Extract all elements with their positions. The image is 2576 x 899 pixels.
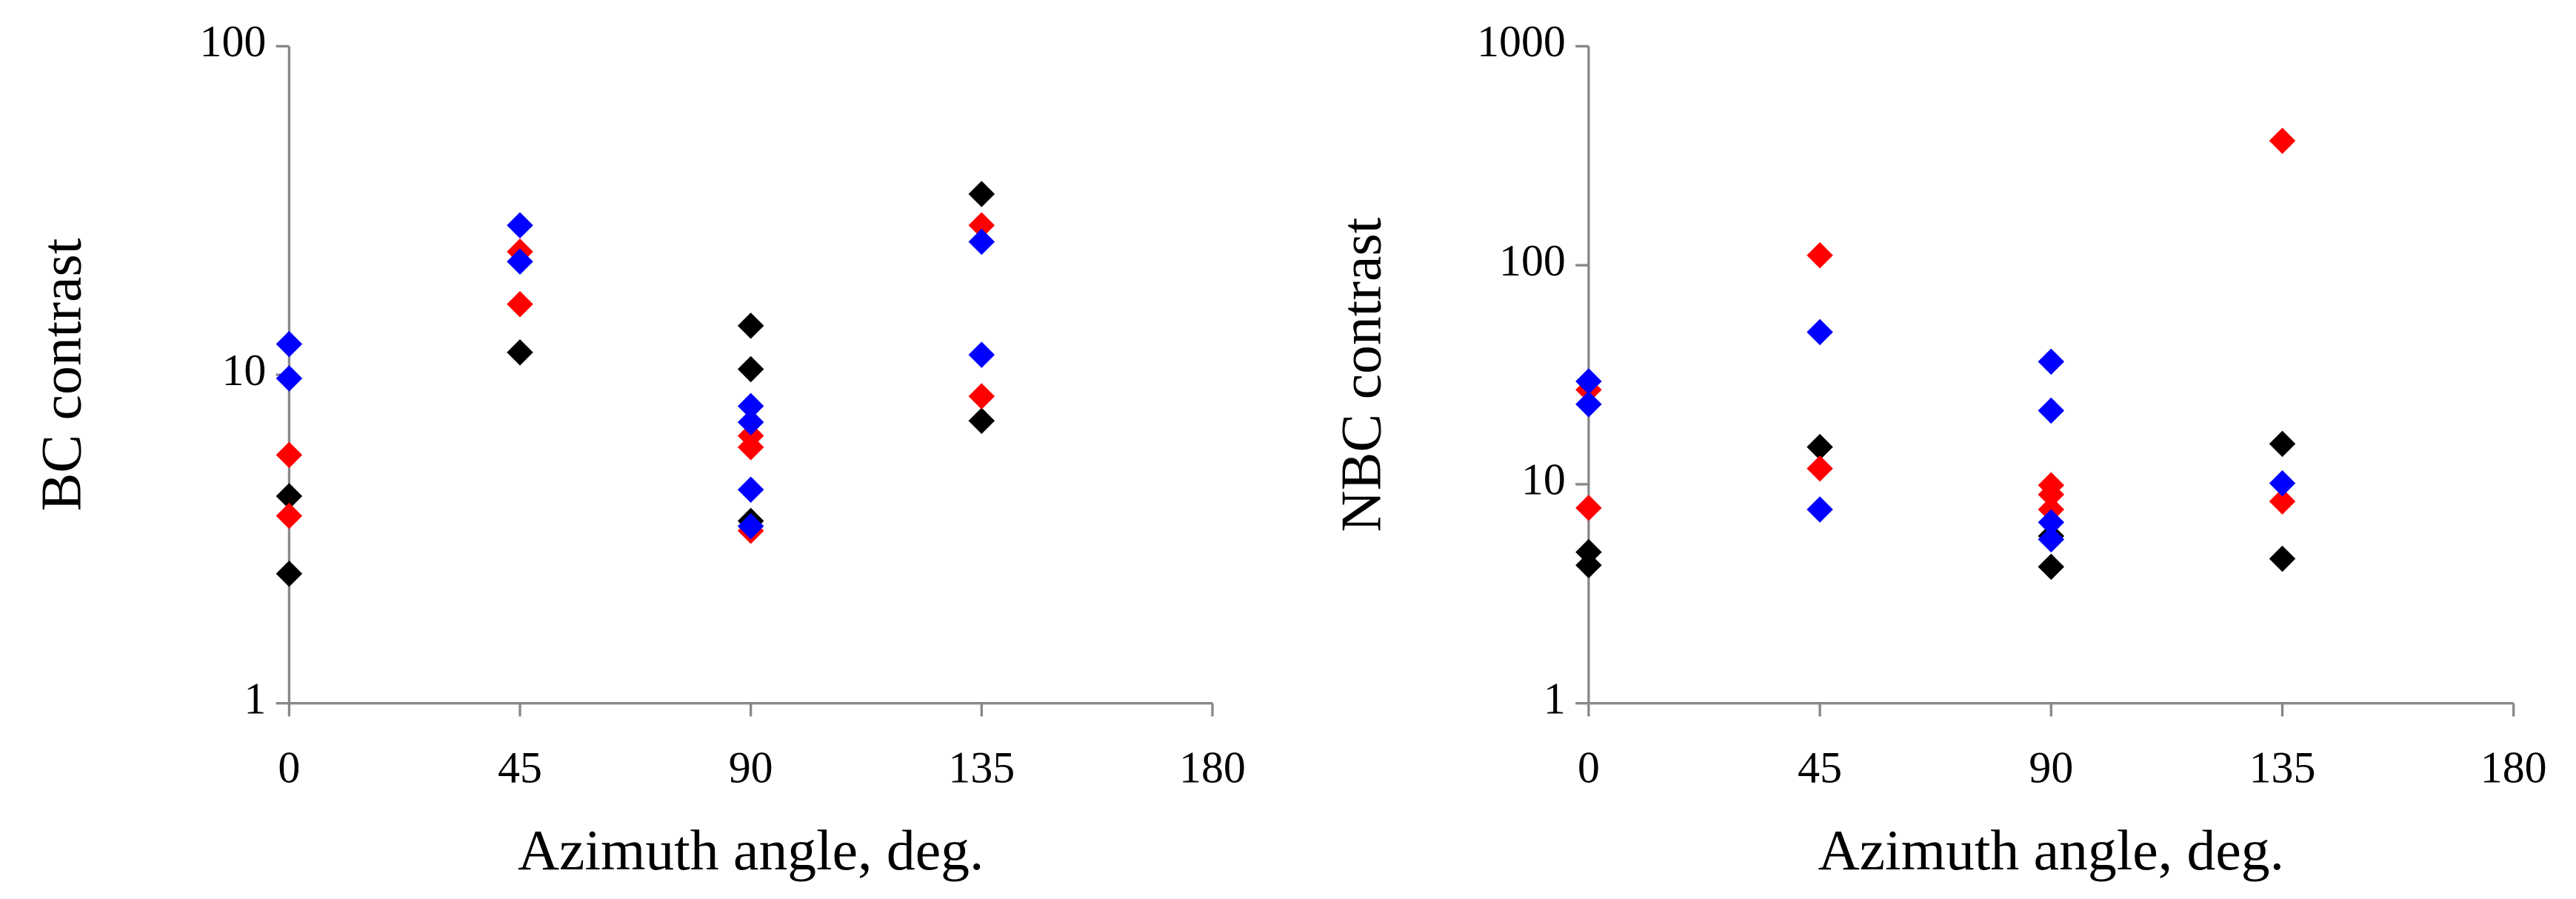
marker — [2038, 481, 2065, 508]
marker — [2038, 553, 2065, 581]
x-tick-label: 135 — [2249, 743, 2316, 792]
x-tick-label: 45 — [498, 743, 542, 792]
marker — [1806, 496, 1833, 523]
marker — [968, 228, 995, 255]
marker — [276, 365, 303, 392]
y-tick-label: 10 — [221, 346, 266, 395]
marker — [507, 291, 533, 318]
marker — [2269, 488, 2296, 515]
y-tick-label: 100 — [1499, 236, 1566, 285]
marker — [1575, 495, 1602, 521]
x-tick-label: 180 — [2480, 743, 2547, 792]
marker — [2038, 348, 2065, 375]
marker — [1806, 455, 1833, 482]
marker — [276, 330, 303, 358]
marker — [737, 313, 764, 339]
y-axis-title: BC contrast — [30, 238, 93, 511]
x-tick-label: 180 — [1179, 743, 1246, 792]
x-tick-label: 0 — [278, 743, 300, 792]
marker — [276, 560, 303, 587]
marker — [968, 181, 995, 207]
marker — [968, 407, 995, 435]
marker — [1575, 391, 1602, 418]
marker — [737, 409, 764, 435]
x-tick-label: 0 — [1578, 743, 1600, 792]
marker — [276, 483, 303, 509]
x-tick-label: 90 — [2029, 743, 2073, 792]
marker — [737, 355, 764, 383]
marker — [276, 441, 303, 469]
marker — [1806, 318, 1833, 346]
marker — [507, 212, 533, 239]
x-axis-title: Azimuth angle, deg. — [518, 818, 984, 882]
marker — [2269, 430, 2296, 458]
x-tick-label: 45 — [1798, 743, 1842, 792]
marker — [507, 339, 533, 366]
x-axis-title: Azimuth angle, deg. — [1818, 818, 2284, 882]
y-tick-label: 1000 — [1477, 17, 1566, 66]
marker — [2038, 526, 2065, 553]
marker — [2269, 127, 2296, 154]
marker — [2269, 545, 2296, 572]
marker — [2269, 469, 2296, 497]
marker — [1806, 242, 1833, 269]
y-axis-title: NBC contrast — [1329, 217, 1392, 532]
marker — [276, 502, 303, 529]
y-tick-label: 10 — [1521, 455, 1566, 504]
y-tick-label: 100 — [200, 17, 267, 66]
x-tick-label: 135 — [948, 743, 1015, 792]
marker — [968, 341, 995, 368]
x-tick-label: 90 — [729, 743, 773, 792]
marker — [737, 476, 764, 503]
marker — [968, 383, 995, 410]
y-tick-label: 1 — [244, 674, 266, 723]
y-tick-label: 1 — [1544, 674, 1566, 723]
marker — [2038, 397, 2065, 424]
